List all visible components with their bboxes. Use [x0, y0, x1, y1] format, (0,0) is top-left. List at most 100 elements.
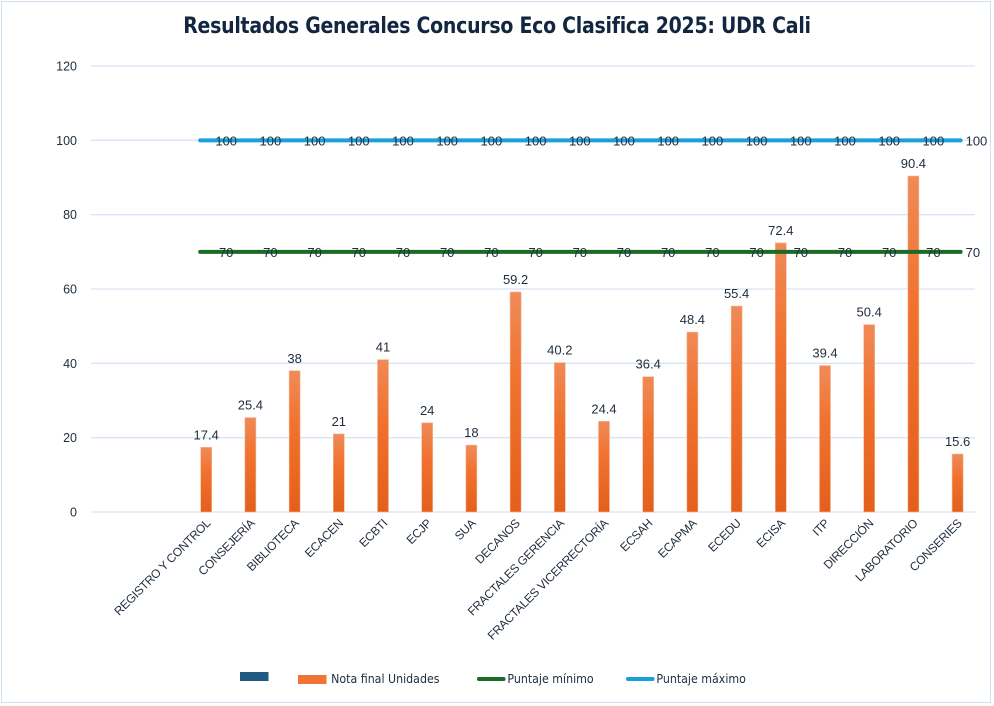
bar	[863, 324, 876, 513]
line-data-label: 70	[528, 245, 542, 260]
x-tick-label: ITP	[810, 516, 833, 539]
bar-data-label: 25.4	[238, 398, 263, 413]
bars	[200, 175, 964, 513]
line-data-label: 100	[215, 133, 237, 148]
x-tick-label: ECJP	[404, 516, 435, 547]
line-data-label: 100	[481, 133, 503, 148]
bar-data-label: 48.4	[680, 312, 705, 327]
legend-swatch-puntaje-maximo	[626, 677, 655, 681]
line-data-label: 70	[396, 245, 410, 260]
line-data-label: 70	[219, 245, 233, 260]
bar-data-label: 24	[420, 403, 434, 418]
line-data-label: 70	[749, 245, 763, 260]
line-data-label: 70	[573, 245, 587, 260]
y-tick-label: 120	[56, 60, 77, 74]
bar	[774, 242, 787, 513]
x-tick-label: ECISA	[754, 516, 789, 551]
bar-data-label: 90.4	[901, 156, 926, 171]
legend-item-blank	[240, 672, 273, 681]
bar-data-label: 50.4	[857, 305, 882, 320]
line-data-label: 70	[838, 245, 852, 260]
data-labels: 17.4 25.4 38 21 41 24 18 59.2 40.2 24.4 36.4 48.4 55…	[194, 133, 988, 449]
x-tick-label: SUA	[452, 516, 479, 543]
bar	[421, 422, 434, 513]
bar	[244, 417, 257, 513]
line-data-label: 70	[352, 245, 366, 260]
line-data-label: 70	[926, 245, 940, 260]
bar	[951, 453, 964, 513]
line-data-label: 70	[440, 245, 454, 260]
legend-swatch-blank	[240, 672, 269, 681]
bar-data-label: 36.4	[636, 357, 661, 372]
line-data-label: 70	[617, 245, 631, 260]
legend: Nota final Unidades Puntaje mínimo Punta…	[0, 672, 994, 690]
legend-item-puntaje-maximo: Puntaje máximo	[626, 672, 746, 686]
bar	[200, 447, 212, 513]
bar-data-label: 55.4	[724, 286, 749, 301]
y-tick-label: 0	[70, 506, 77, 520]
line-data-label: 100	[746, 133, 768, 148]
line-data-label: 100	[260, 133, 282, 148]
line-data-label: 100	[834, 133, 856, 148]
line-data-label: 100	[966, 133, 988, 148]
line-data-label: 100	[702, 133, 724, 148]
bar-data-label: 59.2	[503, 272, 528, 287]
bar	[377, 359, 389, 513]
x-tick-label: ECBTI	[356, 516, 390, 550]
line-data-label: 70	[263, 245, 277, 260]
bar-data-label: 24.4	[591, 401, 616, 416]
line-data-label: 70	[966, 245, 980, 260]
legend-label-puntaje-maximo: Puntaje máximo	[656, 672, 746, 686]
legend-label-nota-final: Nota final Unidades	[331, 672, 440, 686]
bar-data-label: 72.4	[768, 223, 793, 238]
line-data-label: 100	[613, 133, 635, 148]
line-data-label: 100	[348, 133, 370, 148]
legend-swatch-nota-final	[298, 674, 327, 684]
bar-data-label: 39.4	[812, 346, 837, 361]
y-tick-label: 80	[63, 208, 77, 222]
bar	[907, 175, 920, 513]
line-data-label: 100	[657, 133, 679, 148]
bar-data-label: 17.4	[194, 427, 219, 442]
x-tick-label: ECSAH	[617, 516, 655, 554]
x-tick-label: ECACEN	[302, 516, 346, 560]
line-data-label: 70	[307, 245, 321, 260]
x-tick-label: ECEDU	[705, 516, 744, 555]
line-data-label: 70	[661, 245, 675, 260]
line-data-label: 100	[923, 133, 945, 148]
bar-data-label: 18	[464, 425, 478, 440]
line-data-label: 70	[484, 245, 498, 260]
y-axis-ticks: 0 20 40 60 80 100 120	[56, 60, 77, 520]
x-tick-label: ECAPMA	[655, 516, 700, 561]
line-data-label: 100	[878, 133, 900, 148]
legend-item-puntaje-minimo: Puntaje mínimo	[477, 672, 594, 686]
line-data-label: 100	[436, 133, 458, 148]
bar-data-label: 38	[287, 351, 301, 366]
chart-title: Resultados Generales Concurso Eco Clasif…	[183, 14, 811, 39]
legend-item-nota-final: Nota final Unidades	[298, 672, 440, 686]
bar	[553, 362, 566, 513]
bar	[332, 433, 345, 513]
y-tick-label: 60	[63, 283, 77, 297]
line-data-label: 100	[392, 133, 414, 148]
bar	[465, 444, 478, 513]
bar	[598, 421, 610, 513]
line-data-label: 70	[794, 245, 808, 260]
y-tick-label: 100	[56, 134, 77, 148]
line-data-label: 100	[790, 133, 812, 148]
bar	[819, 365, 831, 513]
y-tick-label: 20	[63, 431, 77, 445]
line-data-label: 100	[569, 133, 591, 148]
bar	[730, 305, 743, 513]
legend-swatch-puntaje-minimo	[477, 677, 506, 681]
bar	[509, 291, 522, 513]
line-data-label: 100	[525, 133, 547, 148]
bar-data-label: 15.6	[945, 434, 970, 449]
bar	[686, 331, 699, 513]
legend-label-puntaje-minimo: Puntaje mínimo	[507, 672, 594, 686]
bar-data-label: 21	[332, 414, 346, 429]
lines	[198, 138, 963, 254]
